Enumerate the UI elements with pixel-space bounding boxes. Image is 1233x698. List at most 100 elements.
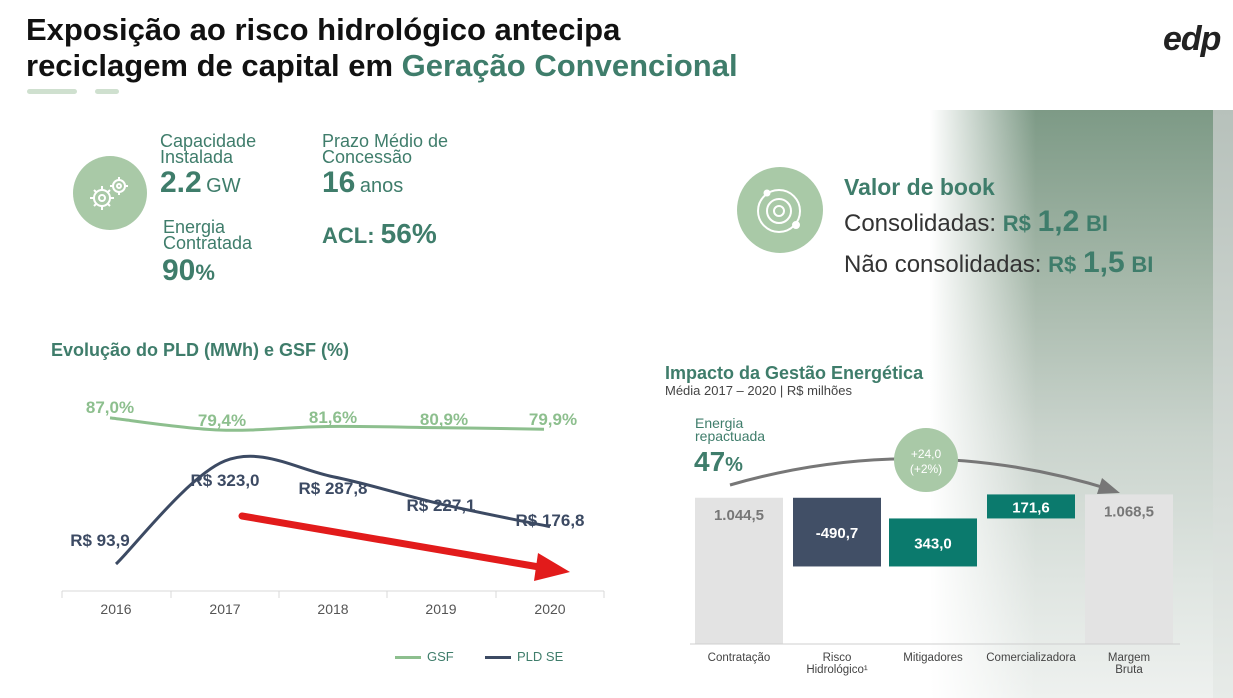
legend-pld: PLD SE [485, 649, 563, 664]
callout-value: 47 [694, 446, 726, 477]
waterfall-category-label: Contratação [708, 652, 771, 664]
target-icon [737, 167, 823, 253]
waterfall-bar [793, 497, 881, 567]
prazo-value: 16 [322, 166, 356, 199]
energia-value: 90 [162, 254, 196, 287]
acl-value: 56% [380, 218, 437, 249]
legend-gsf-label: GSF [427, 649, 454, 664]
nao-consolidadas-label: Não consolidadas: [844, 251, 1042, 278]
gsf-data-label: 81,6% [309, 408, 357, 427]
waterfall-chart: 1.044,5 Contratação -490,7 RiscoHidrológico… [690, 428, 1180, 676]
gsf-data-label: 79,9% [529, 410, 577, 429]
legend-gsf-swatch [395, 656, 421, 660]
waterfall-data-label: 171,6 [1012, 499, 1050, 516]
gears-icon [73, 156, 147, 230]
consolidadas-label: Consolidadas: [844, 210, 997, 237]
title-underline-1 [27, 89, 77, 94]
callout-value-row: 47% [694, 446, 743, 478]
energia-label: Energia Contratada [163, 217, 253, 253]
callout-unit: % [725, 454, 743, 476]
book-consolidadas-row: Consolidadas: R$ 1,2 BI [844, 205, 1108, 239]
title-line-2: reciclagem de capital em Geração Convenc… [26, 48, 738, 84]
gsf-line [109, 416, 545, 432]
capacidade-label-line-2: Instalada [160, 147, 234, 167]
waterfall-data-label: 343,0 [914, 535, 952, 552]
nao-consolidadas-unit: BI [1131, 252, 1154, 277]
capacidade-value: 2.2 [160, 166, 202, 199]
capacidade-label-line-1: Capacidade [160, 131, 257, 151]
prazo-value-row: 16 anos [322, 166, 403, 200]
waterfall-subtitle: Média 2017 – 2020 | R$ milhões [665, 383, 852, 398]
trend-arrow-head [534, 553, 570, 581]
waterfall-title: Impacto da Gestão Energética [665, 363, 924, 383]
title-line-1: Exposição ao risco hidrológico antecipa [26, 12, 621, 47]
legend-pld-label: PLD SE [517, 649, 564, 664]
prazo-label-line-1: Prazo Médio de [322, 131, 449, 151]
pld-line [114, 454, 551, 566]
energia-value-row: 90% [162, 254, 215, 288]
title-line-2-plain: reciclagem de capital em [26, 48, 402, 83]
line-chart-title: Evolução do PLD (MWh) e GSF (%) [51, 340, 349, 360]
capacidade-label: Capacidade Instalada [160, 131, 257, 167]
x-tick-label: 2020 [534, 601, 565, 617]
capacidade-value-row: 2.2 GW [160, 166, 241, 200]
x-tick-label: 2016 [100, 601, 131, 617]
pld-data-label: R$ 323,0 [191, 471, 260, 490]
acl-label: ACL: [322, 223, 375, 248]
waterfall-category-label: Bruta [1115, 664, 1143, 676]
pld-data-label: R$ 287,8 [299, 479, 368, 498]
line-chart: 2016 2017 2018 2019 2020 87,0% 79,4% 81,6% 80,9%… [61, 398, 605, 617]
energia-label-line-1: Energia [163, 217, 226, 237]
consolidadas-unit: BI [1085, 211, 1108, 236]
consolidadas-currency: R$ [1002, 211, 1031, 236]
nao-consolidadas-currency: R$ [1048, 252, 1077, 277]
waterfall-data-label: -490,7 [816, 525, 859, 542]
trend-arrow-shaft [238, 512, 549, 572]
x-tick-label: 2019 [425, 601, 456, 617]
energia-label-line-2: Contratada [163, 233, 253, 253]
pld-data-label: R$ 176,8 [516, 511, 585, 530]
waterfall-category-label: Comercializadora [986, 652, 1076, 664]
pld-data-label: R$ 93,9 [70, 531, 130, 550]
page-title: Exposição ao risco hidrológico antecipa … [26, 12, 738, 84]
waterfall-data-label: 1.044,5 [714, 507, 764, 524]
waterfall-category-label: Risco [823, 652, 852, 664]
gsf-data-label: 80,9% [420, 410, 468, 429]
legend-gsf: GSF [395, 649, 454, 664]
capacidade-unit: GW [206, 175, 241, 197]
x-tick-label: 2017 [209, 601, 240, 617]
waterfall-category-label: Mitigadores [903, 652, 963, 664]
acl-row: ACL: 56% [322, 218, 437, 250]
callout-label-line-1: Energia [695, 415, 744, 431]
waterfall-bar [1085, 494, 1173, 644]
waterfall-data-label: 1.068,5 [1104, 503, 1154, 520]
background-photo-strip [1213, 110, 1233, 698]
waterfall-bar [695, 497, 783, 644]
legend-pld-swatch [485, 656, 511, 660]
delta-bubble [894, 428, 958, 492]
callout-label: Energia repactuada [695, 415, 766, 444]
title-line-2-accent: Geração Convencional [401, 48, 738, 83]
energia-unit: % [195, 260, 215, 285]
prazo-label-line-2: Concessão [322, 147, 413, 167]
title-underline-2 [95, 89, 119, 94]
delta-bubble-value: +24,0 [911, 447, 942, 461]
waterfall-category-label: Hidrológico¹ [806, 664, 868, 676]
x-tick-label: 2018 [317, 601, 348, 617]
waterfall-bar [889, 518, 977, 567]
gsf-data-label: 87,0% [86, 398, 134, 417]
background-photo [930, 110, 1233, 698]
prazo-unit: anos [359, 175, 404, 197]
curved-arrow-head [1097, 478, 1120, 494]
prazo-label: Prazo Médio de Concessão [322, 131, 449, 167]
pld-data-label: R$ 227,1 [407, 496, 476, 515]
delta-bubble-percent: (+2%) [910, 462, 942, 476]
consolidadas-value: 1,2 [1037, 205, 1080, 238]
waterfall-bar [987, 494, 1075, 519]
nao-consolidadas-value: 1,5 [1082, 246, 1125, 279]
gsf-data-label: 79,4% [198, 411, 246, 430]
book-nao-consolidadas-row: Não consolidadas: R$ 1,5 BI [844, 246, 1153, 280]
callout-label-line-2: repactuada [695, 428, 766, 444]
book-title: Valor de book [844, 174, 995, 200]
waterfall-category-label: Margem [1108, 652, 1150, 664]
